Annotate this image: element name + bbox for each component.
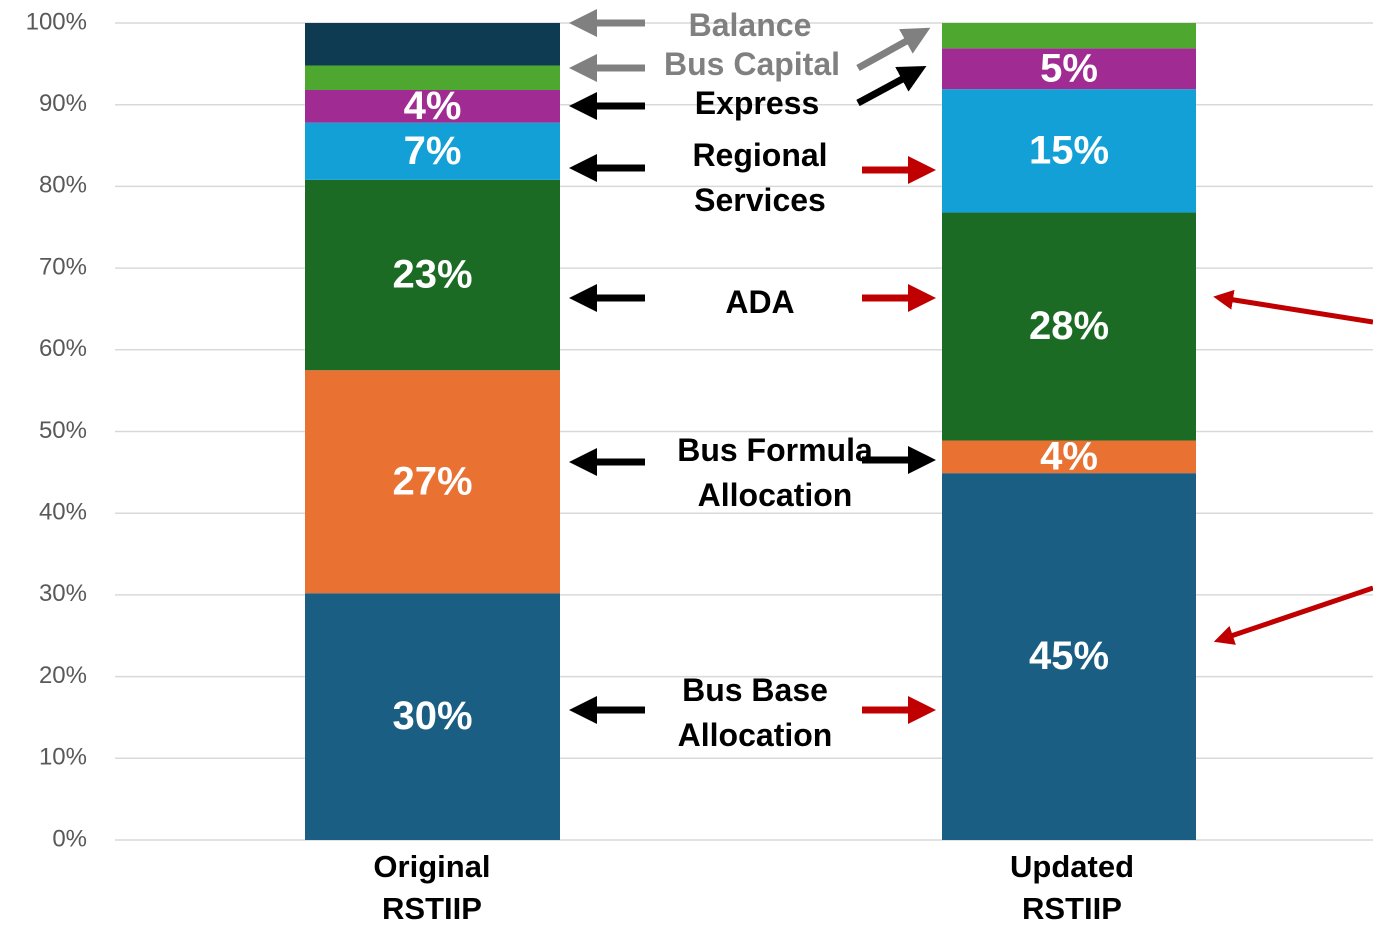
bar-segment	[305, 65, 560, 90]
legend-label: Bus Formula Allocation	[677, 432, 873, 513]
data-label: 7%	[404, 129, 462, 173]
y-tick-label: 50%	[39, 417, 87, 444]
bar-segment	[305, 122, 560, 180]
data-label: 30%	[392, 694, 472, 738]
data-label: 15%	[1029, 128, 1109, 172]
bar-segment	[942, 212, 1196, 441]
data-label: 45%	[1029, 634, 1109, 678]
arrows	[569, 9, 1373, 724]
y-tick-label: 40%	[39, 499, 87, 526]
data-label: 28%	[1029, 304, 1109, 348]
data-label: 27%	[392, 459, 472, 503]
y-tick-label: 60%	[39, 335, 87, 362]
bar-segment	[305, 370, 560, 594]
bar-segment	[305, 23, 560, 66]
y-tick-label: 30%	[39, 580, 87, 607]
x-tick-label: Updated RSTIIP	[1010, 849, 1134, 926]
legend-label: Express	[694, 85, 820, 121]
bar-segment	[942, 23, 1196, 49]
y-tick-label: 90%	[39, 90, 87, 117]
y-tick-label: 20%	[39, 662, 87, 689]
bar-segment	[942, 89, 1196, 213]
bar-segment	[942, 48, 1196, 90]
bar-segment	[942, 440, 1196, 474]
bar-segment	[305, 89, 560, 123]
data-label: 23%	[392, 253, 472, 297]
legend-label: Bus Base Allocation	[677, 672, 833, 753]
data-label: 5%	[1040, 46, 1098, 90]
bar-segment	[305, 179, 560, 371]
bar-segment	[305, 593, 560, 840]
data-label: 4%	[404, 84, 462, 128]
legend-label: Regional Services	[692, 137, 828, 218]
legend-label: ADA	[725, 284, 795, 320]
x-tick-label: Original RSTIIP	[373, 849, 491, 926]
data-label: 4%	[1040, 434, 1098, 478]
y-tick-label: 0%	[52, 825, 87, 852]
y-tick-label: 10%	[39, 744, 87, 771]
y-tick-label: 80%	[39, 172, 87, 199]
legend-label: Balance	[688, 7, 812, 43]
legend-label: Bus Capital	[663, 46, 841, 82]
bar-segment	[942, 473, 1196, 840]
y-tick-label: 100%	[26, 8, 87, 35]
y-tick-label: 70%	[39, 253, 87, 280]
